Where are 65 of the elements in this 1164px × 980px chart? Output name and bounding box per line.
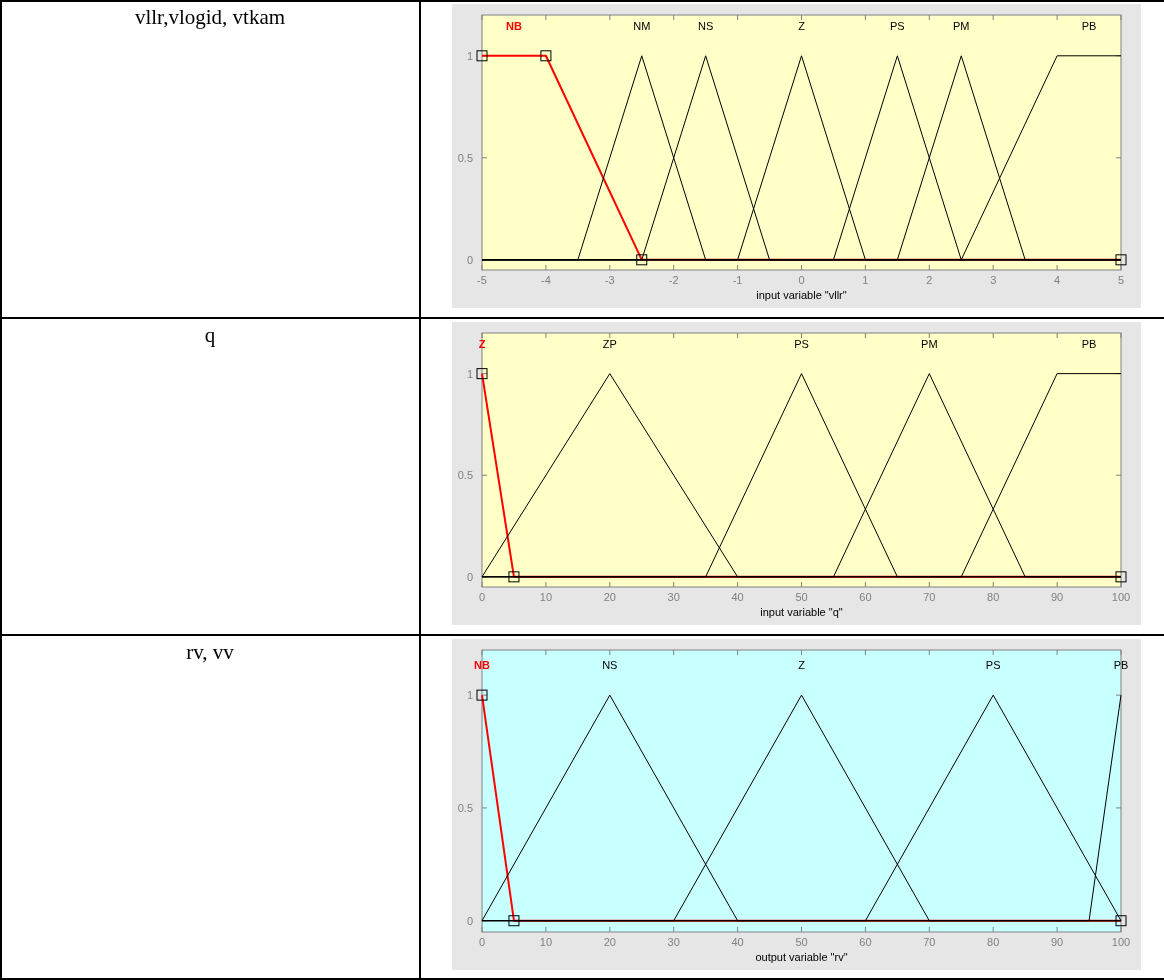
x-tick-label: 4 <box>1054 274 1061 286</box>
text: PS <box>985 659 1001 672</box>
x-tick-label: 5 <box>1117 274 1125 286</box>
x-axis-title: output variable "rv" <box>755 951 848 963</box>
text: NB <box>506 19 522 32</box>
text: PB <box>1081 19 1097 32</box>
series-label: NB <box>474 659 490 672</box>
x-tick-label: 0 <box>478 936 486 948</box>
x-axis-title: input variable "q" <box>760 606 843 618</box>
y-tick-label: 0.5 <box>457 801 473 814</box>
text: Z <box>798 19 806 32</box>
x-tick-label: 40 <box>731 591 744 603</box>
x-tick-label: 1 <box>862 274 869 286</box>
x-tick-label: 80 <box>987 936 1000 948</box>
y-tick-label: 1 <box>466 367 473 380</box>
x-tick-label: 30 <box>667 936 680 948</box>
x-tick-label: 10 <box>539 591 553 603</box>
x-tick-label: 0 <box>478 591 486 603</box>
y-tick-label: 1 <box>466 689 473 702</box>
series-label: Z <box>478 337 486 350</box>
y-axis-title: q <box>204 323 216 347</box>
x-tick-label: 0 <box>798 274 805 286</box>
x-tick-label: 10 <box>539 936 553 948</box>
x-tick-label: -4 <box>541 274 551 286</box>
text: ZP <box>602 337 617 350</box>
text: PB <box>1081 337 1097 350</box>
x-tick-label: 90 <box>1050 591 1064 603</box>
text: NS <box>602 659 618 672</box>
text: PB <box>1113 659 1129 672</box>
x-axis-title: input variable "vllr" <box>756 289 847 301</box>
y-tick-label: 0 <box>466 914 473 927</box>
x-tick-label: 100 <box>1111 936 1131 948</box>
x-tick-label: 50 <box>795 591 808 603</box>
y-tick-label: 0.5 <box>457 151 473 164</box>
x-tick-label: -3 <box>604 274 615 286</box>
x-tick-label: -1 <box>732 274 743 286</box>
x-tick-label: 70 <box>923 591 936 603</box>
x-tick-label: 50 <box>795 936 808 948</box>
x-tick-label: -5 <box>477 274 487 286</box>
x-tick-label: 20 <box>603 591 616 603</box>
text: NS <box>698 19 714 32</box>
x-tick-label: 2 <box>926 274 933 286</box>
x-tick-label: 30 <box>667 591 680 603</box>
y-axis-title: vllr,vlogid, vtkam <box>134 5 286 29</box>
x-tick-label: 70 <box>923 936 936 948</box>
y-axis-title: rv, vv <box>186 640 235 664</box>
text: NM <box>633 19 651 32</box>
x-tick-label: 90 <box>1050 936 1064 948</box>
x-tick-label: 80 <box>987 591 1000 603</box>
text: PM <box>953 19 970 32</box>
text: PS <box>890 19 905 32</box>
x-tick-label: 60 <box>859 936 872 948</box>
x-tick-label: 20 <box>603 936 616 948</box>
x-tick-label: 100 <box>1111 591 1131 603</box>
y-tick-label: 0.5 <box>457 469 473 482</box>
y-tick-label: 0 <box>466 253 473 266</box>
x-tick-label: 3 <box>990 274 997 286</box>
y-tick-label: 1 <box>466 49 473 62</box>
x-tick-label: 40 <box>731 936 744 948</box>
text: PS <box>794 337 809 350</box>
y-tick-label: 0 <box>466 570 473 583</box>
text: Z <box>798 659 806 672</box>
x-tick-label: 60 <box>859 591 872 603</box>
x-tick-label: -2 <box>668 274 679 286</box>
text: PM <box>921 337 938 350</box>
